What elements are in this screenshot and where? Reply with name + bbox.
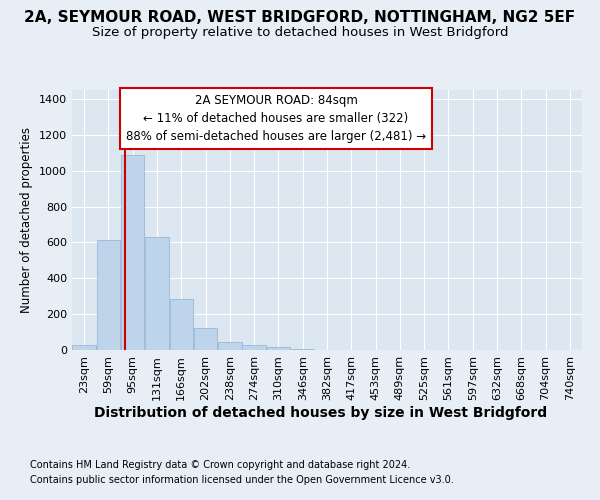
- Bar: [291, 349, 314, 350]
- Bar: [73, 345, 96, 350]
- Text: Size of property relative to detached houses in West Bridgford: Size of property relative to detached ho…: [92, 26, 508, 39]
- Bar: [145, 236, 169, 350]
- Text: 2A SEYMOUR ROAD: 84sqm
← 11% of detached houses are smaller (322)
88% of semi-de: 2A SEYMOUR ROAD: 84sqm ← 11% of detached…: [126, 94, 426, 143]
- Bar: [266, 347, 290, 350]
- Text: Contains public sector information licensed under the Open Government Licence v3: Contains public sector information licen…: [30, 475, 454, 485]
- Text: 2A, SEYMOUR ROAD, WEST BRIDGFORD, NOTTINGHAM, NG2 5EF: 2A, SEYMOUR ROAD, WEST BRIDGFORD, NOTTIN…: [25, 10, 575, 25]
- Bar: [97, 240, 120, 350]
- Y-axis label: Number of detached properties: Number of detached properties: [20, 127, 34, 313]
- Text: Distribution of detached houses by size in West Bridgford: Distribution of detached houses by size …: [94, 406, 548, 419]
- Bar: [121, 156, 145, 350]
- Text: Contains HM Land Registry data © Crown copyright and database right 2024.: Contains HM Land Registry data © Crown c…: [30, 460, 410, 470]
- Bar: [218, 342, 242, 350]
- Bar: [194, 328, 217, 350]
- Bar: [170, 299, 193, 350]
- Bar: [242, 345, 266, 350]
